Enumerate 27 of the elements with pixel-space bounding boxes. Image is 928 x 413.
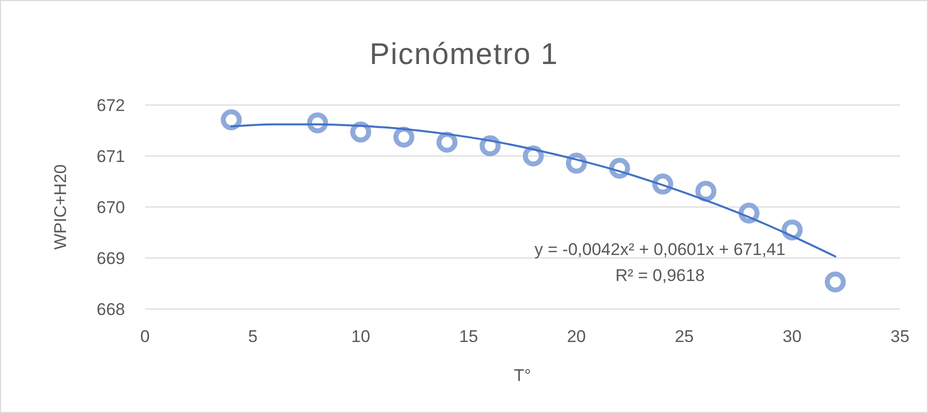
x-tick-label: 5 (248, 327, 258, 346)
point (652, 174, 674, 195)
point (738, 202, 760, 224)
point (220, 109, 242, 130)
chart-title: Picnómetro 1 (370, 38, 558, 71)
x-axis-title: T° (514, 366, 532, 385)
y-tick-label: 668 (96, 300, 125, 319)
y-axis-title: WPIC+H20 (51, 164, 70, 250)
annotation: R² = 0,9618 (615, 266, 705, 285)
point (695, 180, 716, 202)
point (566, 152, 587, 174)
point (609, 158, 630, 179)
y-tick-label: 670 (96, 198, 125, 217)
point (307, 112, 328, 134)
y-tick-label: 672 (96, 96, 125, 115)
annotation: y = -0,0042x² + 0,0601x + 671,41 (534, 240, 786, 259)
x-tick-label: 0 (140, 327, 150, 346)
x-tick-label: 25 (674, 327, 694, 346)
x-tick-label: 20 (566, 327, 586, 346)
point (824, 271, 846, 292)
x-tick-label: 15 (459, 327, 478, 346)
x-tick-label: 10 (351, 327, 370, 346)
x-tick-label: 35 (890, 327, 910, 346)
point (480, 135, 501, 156)
x-tick-label: 30 (782, 327, 802, 346)
y-tick-label: 669 (96, 249, 125, 268)
y-tick-label: 671 (96, 147, 125, 166)
